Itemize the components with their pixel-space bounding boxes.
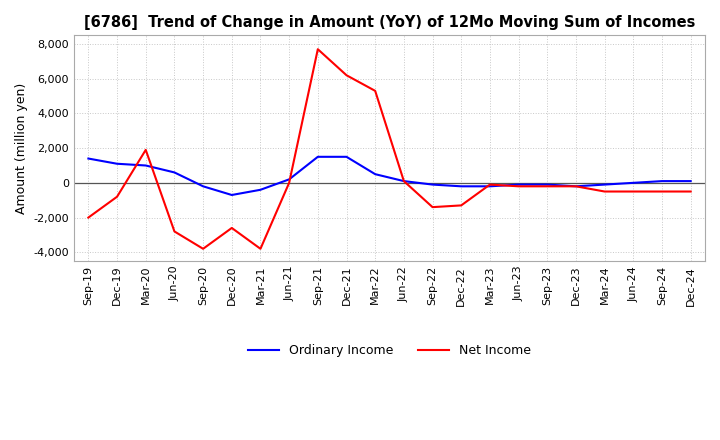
Net Income	[113, 194, 122, 199]
Ordinary Income	[428, 182, 437, 187]
Ordinary Income	[256, 187, 265, 192]
Net Income	[428, 205, 437, 210]
Ordinary Income	[84, 156, 93, 161]
Net Income	[199, 246, 207, 251]
Net Income	[543, 183, 552, 189]
Net Income	[228, 225, 236, 231]
Net Income	[572, 183, 580, 189]
Ordinary Income	[600, 182, 609, 187]
Ordinary Income	[170, 170, 179, 175]
Net Income	[514, 183, 523, 189]
Ordinary Income	[199, 183, 207, 189]
Y-axis label: Amount (million yen): Amount (million yen)	[15, 83, 28, 214]
Ordinary Income	[228, 192, 236, 198]
Net Income	[485, 182, 494, 187]
Ordinary Income	[285, 177, 294, 182]
Net Income	[600, 189, 609, 194]
Line: Ordinary Income: Ordinary Income	[89, 157, 690, 195]
Net Income	[256, 246, 265, 251]
Ordinary Income	[514, 182, 523, 187]
Net Income	[141, 147, 150, 153]
Ordinary Income	[400, 179, 408, 184]
Net Income	[285, 180, 294, 186]
Net Income	[84, 215, 93, 220]
Ordinary Income	[113, 161, 122, 166]
Ordinary Income	[313, 154, 322, 159]
Ordinary Income	[141, 163, 150, 168]
Legend: Ordinary Income, Net Income: Ordinary Income, Net Income	[243, 339, 536, 363]
Net Income	[629, 189, 638, 194]
Net Income	[313, 47, 322, 52]
Net Income	[371, 88, 379, 94]
Ordinary Income	[543, 182, 552, 187]
Net Income	[170, 229, 179, 234]
Title: [6786]  Trend of Change in Amount (YoY) of 12Mo Moving Sum of Incomes: [6786] Trend of Change in Amount (YoY) o…	[84, 15, 696, 30]
Ordinary Income	[572, 183, 580, 189]
Net Income	[457, 203, 466, 208]
Line: Net Income: Net Income	[89, 49, 690, 249]
Ordinary Income	[342, 154, 351, 159]
Net Income	[342, 73, 351, 78]
Ordinary Income	[657, 179, 666, 184]
Ordinary Income	[686, 179, 695, 184]
Ordinary Income	[457, 183, 466, 189]
Ordinary Income	[629, 180, 638, 186]
Net Income	[686, 189, 695, 194]
Net Income	[657, 189, 666, 194]
Ordinary Income	[371, 172, 379, 177]
Net Income	[400, 179, 408, 184]
Ordinary Income	[485, 183, 494, 189]
